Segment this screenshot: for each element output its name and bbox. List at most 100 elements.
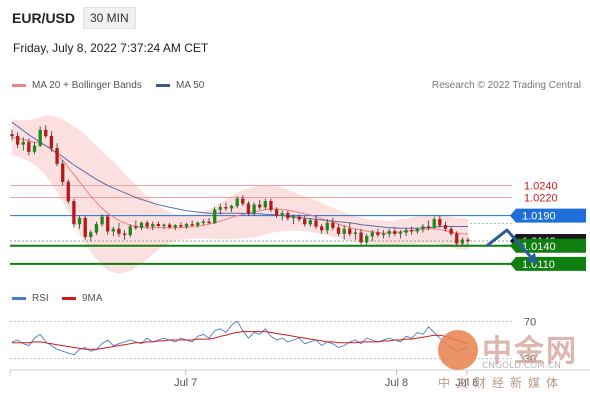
candle-body (269, 201, 273, 210)
watermark-logo-icon (438, 330, 478, 370)
level-label-pivot: 1.0190 (522, 211, 556, 223)
header-bar: EUR/USD 30 MIN (0, 0, 590, 36)
candle-body (455, 233, 459, 244)
candle-body (100, 216, 104, 225)
candle-body (426, 226, 431, 228)
candle-body (27, 141, 31, 152)
candle-body (359, 232, 363, 243)
candle-body (151, 223, 155, 227)
level-label-r1: 1.0220 (524, 193, 558, 205)
candle-body (162, 224, 166, 227)
candle-body (201, 221, 206, 224)
symbol-label: EUR/USD (12, 10, 76, 26)
candle-body (348, 228, 352, 234)
candle-body (263, 201, 267, 208)
candle-body (241, 198, 245, 204)
candle-body (404, 229, 408, 233)
candle-body (353, 232, 358, 234)
rsi-tick-label: 70 (524, 316, 536, 328)
candle-body (229, 205, 234, 209)
candle-body (83, 217, 87, 237)
candle-body (117, 228, 121, 234)
candle-body (393, 231, 397, 234)
candle-body (21, 141, 25, 145)
candle-body (196, 222, 200, 226)
candle-body (213, 209, 217, 224)
watermark: 中金网 CNGOLD.COM.CN 中文财经新媒体 (438, 326, 588, 396)
candle-body (252, 204, 256, 214)
candle-body (167, 224, 172, 228)
bollinger-band-area (12, 115, 468, 274)
candle-body (387, 231, 391, 234)
candle-body (331, 222, 335, 228)
candle-body (173, 225, 177, 228)
candle-body (139, 222, 144, 228)
legend-9ma: 9MA (62, 293, 103, 304)
rsi-tick-label: 30 (524, 354, 536, 366)
legend-ma50: MA 50 (156, 80, 204, 91)
forecast-arrow-path (485, 228, 539, 265)
candle-body (32, 145, 37, 152)
candle-body (77, 217, 82, 225)
candle-body (398, 232, 403, 234)
candle-body (258, 204, 262, 208)
legend-rsi-label: RSI (32, 293, 49, 304)
candle-body (94, 223, 99, 233)
rsi-ma9-line (12, 331, 469, 350)
candle-body (49, 135, 54, 149)
candle-body (297, 216, 301, 220)
candle-body (365, 235, 369, 243)
candle-body (370, 232, 374, 237)
research-credit: Research © 2022 Trading Central (431, 80, 581, 91)
candle-body (207, 221, 211, 224)
candle-body (280, 213, 284, 216)
candle-body (89, 232, 93, 237)
candle-body (15, 135, 20, 145)
candle-body (145, 222, 149, 227)
candle-body (106, 216, 110, 232)
candle-body (443, 225, 448, 230)
candle-body (44, 129, 48, 137)
candle-body (286, 213, 290, 219)
ma20-line (11, 136, 469, 235)
candle-body (218, 207, 222, 210)
bollinger-swatch (12, 84, 26, 87)
candle-body (190, 223, 194, 226)
candle-body (415, 228, 419, 232)
candle-body (314, 220, 318, 227)
legend-bollinger-label: MA 20 + Bollinger Bands (32, 80, 142, 91)
candle-body (156, 223, 161, 227)
candle-body (432, 219, 436, 228)
candle-body (10, 134, 14, 137)
candle-body (274, 209, 279, 216)
level-label-r2: 1.0240 (524, 180, 558, 192)
candle-body (179, 225, 183, 227)
ma50-swatch (156, 84, 170, 87)
candle-body (235, 198, 239, 207)
candle-body (134, 226, 138, 228)
candle-body (55, 147, 59, 164)
level-badge-pivot (510, 208, 586, 223)
watermark-subtitle: 中文财经新媒体 (438, 376, 565, 390)
candle-body (336, 227, 341, 234)
candle-body (111, 228, 115, 232)
candle-body (224, 207, 228, 209)
legend-bollinger: MA 20 + Bollinger Bands (12, 80, 142, 91)
candle-body (38, 129, 42, 146)
watermark-text: 中金网 (482, 334, 578, 369)
candle-body (342, 228, 346, 234)
candle-body (410, 229, 414, 232)
level-badge-s1 (510, 238, 586, 253)
candle-body (325, 222, 329, 231)
candle-body (308, 220, 313, 225)
rsi-swatch (12, 297, 26, 300)
timeframe-button[interactable]: 30 MIN (83, 7, 136, 29)
candle-body (66, 181, 70, 202)
candles-group (10, 125, 470, 246)
x-tick-label: Jul 7 (174, 377, 197, 389)
candle-body (449, 228, 453, 234)
candle-body (303, 219, 307, 225)
level-label-s2: 1.0110 (522, 259, 555, 271)
candle-body (122, 233, 127, 236)
x-tick-label: Jul 8 (385, 377, 408, 389)
